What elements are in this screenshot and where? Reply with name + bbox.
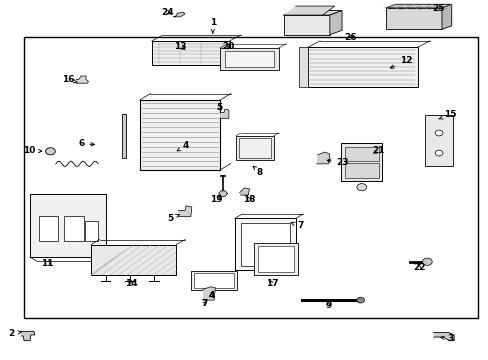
Circle shape (356, 184, 366, 191)
Polygon shape (385, 8, 441, 30)
Bar (224, 51, 273, 67)
Bar (39, 216, 58, 241)
Bar (235, 136, 273, 160)
Bar (258, 246, 294, 272)
Bar (30, 194, 105, 257)
Bar (344, 147, 378, 161)
Bar (344, 162, 378, 178)
Circle shape (45, 148, 55, 155)
Text: 16: 16 (61, 75, 77, 84)
Bar (190, 271, 237, 291)
Polygon shape (21, 331, 35, 341)
Text: 7: 7 (290, 221, 303, 230)
Polygon shape (329, 10, 341, 35)
Bar (254, 243, 298, 275)
Text: 3: 3 (440, 334, 452, 343)
Bar (140, 100, 220, 170)
Polygon shape (316, 152, 329, 164)
Bar (64, 216, 83, 241)
Bar (193, 273, 234, 288)
Bar (240, 223, 289, 266)
Polygon shape (283, 15, 329, 35)
Bar (238, 138, 270, 158)
Bar (299, 47, 307, 87)
Bar (234, 219, 295, 270)
Bar (24, 37, 477, 318)
Text: 23: 23 (326, 158, 348, 167)
Polygon shape (283, 10, 341, 15)
Text: 17: 17 (266, 279, 279, 288)
Text: 10: 10 (23, 146, 41, 155)
Text: 26: 26 (344, 33, 356, 42)
Text: 19: 19 (209, 194, 222, 203)
Polygon shape (173, 12, 184, 17)
Bar (91, 244, 176, 275)
Text: 1: 1 (209, 18, 216, 33)
Polygon shape (433, 332, 453, 341)
Text: 14: 14 (125, 279, 138, 288)
Polygon shape (385, 4, 451, 8)
Text: 12: 12 (389, 57, 412, 68)
Text: 18: 18 (243, 195, 255, 204)
Text: 8: 8 (253, 166, 263, 177)
Text: 9: 9 (325, 301, 331, 310)
Polygon shape (441, 4, 451, 30)
Text: 2: 2 (8, 329, 21, 338)
Bar (220, 48, 278, 69)
Text: 11: 11 (41, 259, 54, 268)
Polygon shape (203, 287, 215, 300)
Polygon shape (283, 6, 334, 15)
Polygon shape (76, 76, 88, 83)
Text: 20: 20 (222, 42, 235, 51)
Bar (84, 221, 98, 241)
Text: 4: 4 (208, 291, 214, 300)
Bar (424, 116, 452, 166)
Polygon shape (218, 191, 227, 197)
Circle shape (434, 150, 442, 156)
Circle shape (356, 297, 364, 303)
Text: 4: 4 (177, 141, 189, 151)
Text: 13: 13 (174, 42, 186, 51)
Polygon shape (220, 109, 228, 118)
Bar (307, 47, 417, 87)
Text: 6: 6 (78, 139, 94, 148)
Text: 24: 24 (161, 8, 173, 17)
Polygon shape (178, 206, 191, 217)
Bar (152, 41, 229, 65)
Text: 22: 22 (412, 264, 425, 273)
Polygon shape (239, 188, 249, 195)
Text: 21: 21 (371, 146, 384, 155)
Text: 5: 5 (167, 214, 179, 223)
Bar (122, 114, 125, 158)
Circle shape (434, 130, 442, 136)
Bar (340, 143, 382, 181)
Text: 5: 5 (216, 103, 222, 112)
Text: 15: 15 (438, 110, 456, 119)
Text: 25: 25 (431, 4, 444, 13)
Text: 7: 7 (201, 299, 207, 308)
Circle shape (422, 258, 431, 265)
